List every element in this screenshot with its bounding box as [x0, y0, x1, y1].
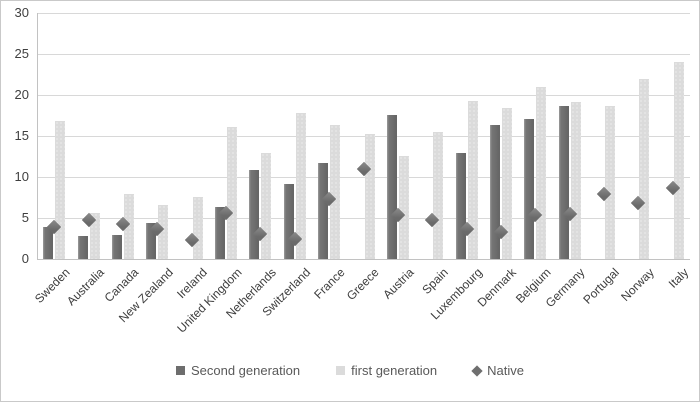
bar-first-generation-New Zealand [158, 204, 169, 259]
x-axis-label: Australia [63, 265, 107, 309]
x-axis-label: Spain [418, 265, 451, 297]
gridline [37, 135, 690, 137]
bar-first-generation-Portugal [605, 105, 616, 259]
bar-first-generation-Luxembourg [467, 100, 478, 259]
legend-label-native: Native [487, 363, 524, 378]
bar-second-generation-Canada [111, 235, 122, 259]
x-axis-line [37, 259, 690, 260]
bar-second-generation-Austria [386, 114, 397, 259]
x-axis-label: Greece [343, 265, 382, 304]
bar-first-generation-Denmark [501, 108, 512, 259]
bar-first-generation-Greece [364, 134, 375, 259]
y-axis-tick-label: 25 [14, 46, 29, 61]
x-axis-label: France [311, 265, 348, 302]
bar-second-generation-Germany [558, 105, 569, 259]
bar-first-generation-Switzerland [295, 113, 306, 259]
bar-second-generation-Luxembourg [455, 153, 466, 259]
bar-second-generation-Belgium [524, 118, 535, 259]
second-generation-swatch-icon [175, 366, 185, 375]
bar-first-generation-Netherlands [261, 153, 272, 259]
gridline [37, 176, 690, 178]
first-generation-swatch-icon [336, 366, 346, 375]
legend-label-second-generation: Second generation [190, 363, 301, 378]
bar-first-generation-Ireland [192, 196, 203, 259]
y-axis-line [37, 13, 38, 259]
x-axis-label: Italy [665, 265, 692, 291]
legend-label-first-generation: first generation [351, 363, 438, 378]
bar-first-generation-Australia [89, 213, 100, 259]
legend: Second generation first generation Nativ… [0, 363, 700, 378]
x-axis-label: Norway [617, 265, 657, 304]
bar-first-generation-Norway [639, 78, 650, 259]
bar-first-generation-Germany [570, 101, 581, 259]
y-axis-tick-label: 5 [21, 210, 29, 225]
gridline [37, 12, 690, 14]
bar-second-generation-Netherlands [249, 170, 260, 259]
bar-first-generation-Spain [433, 131, 444, 259]
bar-second-generation-Denmark [489, 125, 500, 259]
x-axis-label: Portugal [580, 265, 623, 307]
bar-second-generation-New Zealand [146, 222, 157, 259]
y-axis-tick-label: 10 [14, 169, 29, 184]
legend-item-first-generation: first generation [336, 363, 437, 378]
bar-second-generation-Australia [77, 236, 88, 259]
y-axis-tick-label: 0 [21, 251, 29, 266]
bar-first-generation-Austria [398, 155, 409, 259]
legend-item-second-generation: Second generation [175, 363, 301, 378]
legend-item-native: Native [471, 363, 524, 378]
gridline [37, 217, 690, 219]
gridline [37, 53, 690, 55]
y-axis-tick-label: 15 [14, 128, 29, 143]
bar-second-generation-France [318, 163, 329, 259]
native-diamond-swatch-icon [471, 364, 483, 377]
bar-first-generation-France [330, 124, 341, 259]
y-axis-tick-label: 30 [14, 5, 29, 20]
bar-second-generation-United Kingdom [215, 207, 226, 259]
bar-first-generation-Italy [673, 62, 684, 259]
bar-second-generation-Switzerland [283, 184, 294, 259]
bar-first-generation-Belgium [536, 86, 547, 259]
bar-first-generation-Sweden [55, 121, 66, 259]
gridline [37, 94, 690, 96]
x-axis-label: Austria [379, 265, 417, 302]
bar-first-generation-United Kingdom [227, 126, 238, 259]
y-axis-tick-label: 20 [14, 87, 29, 102]
bar-first-generation-Canada [123, 194, 134, 259]
bar-second-generation-Sweden [43, 227, 54, 259]
